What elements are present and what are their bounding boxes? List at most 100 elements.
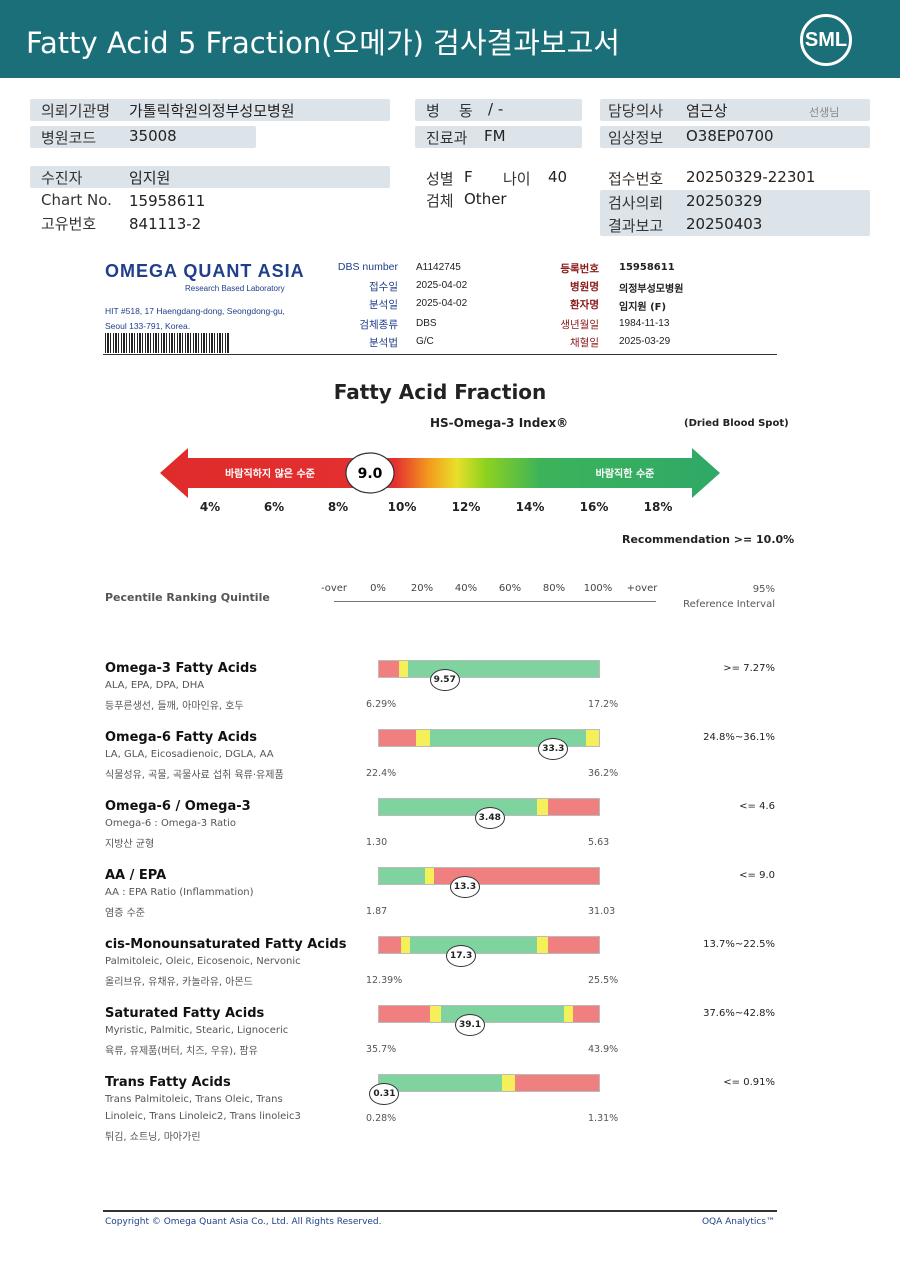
footer-brand: OQA Analytics™ bbox=[701, 1217, 775, 1227]
info-row-bg bbox=[600, 126, 870, 148]
sml-logo: SML bbox=[800, 14, 852, 66]
info-row-bg bbox=[600, 99, 870, 121]
range-bar bbox=[378, 660, 600, 678]
clinical-value: O38EP0700 bbox=[686, 127, 774, 145]
anal-value: 2025-04-02 bbox=[416, 298, 468, 309]
range-segment bbox=[379, 799, 538, 815]
range-bar bbox=[378, 867, 600, 885]
range-segment bbox=[537, 799, 549, 815]
age-label: 나이 bbox=[503, 170, 531, 188]
info-row-bg bbox=[415, 126, 582, 148]
row-subtitle: Omega-6 : Omega-3 Ratio bbox=[105, 818, 237, 829]
index-tick: 10% bbox=[387, 500, 417, 514]
age-value: 40 bbox=[548, 168, 568, 186]
dept-label: 진료과 bbox=[426, 129, 468, 147]
inst-value: 가톨릭학원의정부성모병원 bbox=[129, 102, 295, 120]
range-segment bbox=[379, 661, 399, 677]
doctor-label: 담당의사 bbox=[608, 102, 664, 120]
dob-label: 생년월일 bbox=[560, 319, 599, 331]
range-bar bbox=[378, 936, 600, 954]
row-subtitle-2: Linoleic, Trans Linoleic2, Trans linolei… bbox=[105, 1111, 301, 1122]
ref-header-1: 95% bbox=[752, 584, 775, 595]
doctor-suffix: 선생님 bbox=[809, 106, 840, 119]
range-min: 12.39% bbox=[366, 975, 403, 986]
uid-value: 841113-2 bbox=[129, 215, 202, 233]
info-row-bg bbox=[415, 99, 582, 121]
method-value: G/C bbox=[416, 336, 434, 347]
range-max: 43.9% bbox=[588, 1044, 619, 1055]
row-food-sources: 올리브유, 유채유, 카놀라유, 아몬드 bbox=[105, 977, 253, 988]
row-food-sources: 튀김, 쇼트닝, 마아가린 bbox=[105, 1132, 201, 1143]
inst-label: 의뢰기관명 bbox=[41, 102, 111, 120]
info-row-bg bbox=[600, 190, 870, 236]
reference-interval: <= 0.91% bbox=[723, 1077, 775, 1088]
index-tick: 6% bbox=[263, 500, 285, 514]
range-segment bbox=[548, 799, 599, 815]
report-date-value: 20250403 bbox=[686, 215, 763, 233]
range-segment bbox=[572, 1006, 599, 1022]
code-value: 35008 bbox=[129, 127, 177, 145]
scale-label: 60% bbox=[498, 583, 522, 594]
range-min: 6.29% bbox=[366, 699, 397, 710]
row-food-sources: 염증 수준 bbox=[105, 908, 145, 919]
range-segment bbox=[563, 1006, 573, 1022]
value-marker: 0.31 bbox=[369, 1083, 400, 1105]
range-segment bbox=[416, 730, 430, 746]
range-segment bbox=[425, 868, 434, 884]
report-header: Fatty Acid 5 Fraction(오메가) 검사결과보고서 SML bbox=[0, 0, 900, 78]
dbs-label: DBS number bbox=[337, 261, 398, 273]
footer-line bbox=[103, 1210, 777, 1212]
omega3-index-arrow: 바람직하지 않은 수준 바람직한 수준 9.0 bbox=[160, 448, 720, 498]
receipt-value: 20250329-22301 bbox=[686, 168, 816, 186]
index-tick: 18% bbox=[643, 500, 673, 514]
chart-value: 15958611 bbox=[129, 192, 206, 210]
ward-label: 병 동 bbox=[426, 102, 473, 120]
reference-interval: >= 7.27% bbox=[723, 663, 775, 674]
oqa-report-header: OMEGA QUANT ASIA Research Based Laborato… bbox=[103, 255, 777, 355]
range-min: 1.87 bbox=[366, 906, 388, 917]
scale-label: 20% bbox=[410, 583, 434, 594]
info-row-bg bbox=[30, 166, 390, 188]
clinical-label: 임상정보 bbox=[608, 129, 664, 147]
oqa-logo-sub: Research Based Laboratory bbox=[185, 284, 285, 293]
recv-value: 2025-04-02 bbox=[416, 280, 468, 291]
range-segment bbox=[585, 730, 599, 746]
reg-label: 등록번호 bbox=[560, 263, 599, 275]
range-bar bbox=[378, 1074, 600, 1092]
scale-line bbox=[334, 601, 656, 602]
value-marker: 17.3 bbox=[446, 945, 477, 967]
range-segment bbox=[398, 661, 408, 677]
row-subtitle: Myristic, Palmitic, Stearic, Lignoceric bbox=[105, 1025, 289, 1036]
reference-interval: <= 9.0 bbox=[739, 870, 775, 881]
range-segment bbox=[379, 868, 426, 884]
range-min: 22.4% bbox=[366, 768, 397, 779]
range-min: 35.7% bbox=[366, 1044, 397, 1055]
info-row-bg bbox=[30, 126, 256, 148]
range-min: 0.28% bbox=[366, 1113, 397, 1124]
address-line2: Seoul 133-791, Korea. bbox=[105, 321, 191, 331]
draw-value: 2025-03-29 bbox=[619, 336, 671, 347]
row-title: Saturated Fatty Acids bbox=[105, 1006, 265, 1021]
type-label: 검체종류 bbox=[359, 319, 398, 331]
row-food-sources: 등푸른생선, 들깨, 아마인유, 호두 bbox=[105, 701, 244, 712]
index-tick: 12% bbox=[451, 500, 481, 514]
range-segment bbox=[537, 937, 549, 953]
row-subtitle: ALA, EPA, DPA, DHA bbox=[105, 680, 205, 691]
doctor-value: 염근상 bbox=[686, 102, 728, 120]
patient-label: 수진자 bbox=[41, 169, 83, 187]
type-value: DBS bbox=[416, 318, 437, 329]
oqa-address: HIT #518, 17 Haengdang-dong, Seongdong-g… bbox=[105, 304, 285, 334]
index-title: HS-Omega-3 Index® bbox=[430, 416, 569, 430]
dob-value: 1984-11-13 bbox=[619, 318, 670, 329]
report-date-label: 결과보고 bbox=[608, 217, 664, 235]
range-bar bbox=[378, 1005, 600, 1023]
recv-label: 접수일 bbox=[369, 281, 398, 293]
index-tick: 4% bbox=[199, 500, 221, 514]
reference-interval: <= 4.6 bbox=[739, 801, 775, 812]
reference-interval: 37.6%~42.8% bbox=[703, 1008, 775, 1019]
index-tick: 16% bbox=[579, 500, 609, 514]
range-max: 1.31% bbox=[588, 1113, 619, 1124]
row-food-sources: 지방산 균형 bbox=[105, 839, 155, 850]
sex-value: F bbox=[464, 168, 473, 186]
ward-value: / - bbox=[488, 100, 504, 118]
